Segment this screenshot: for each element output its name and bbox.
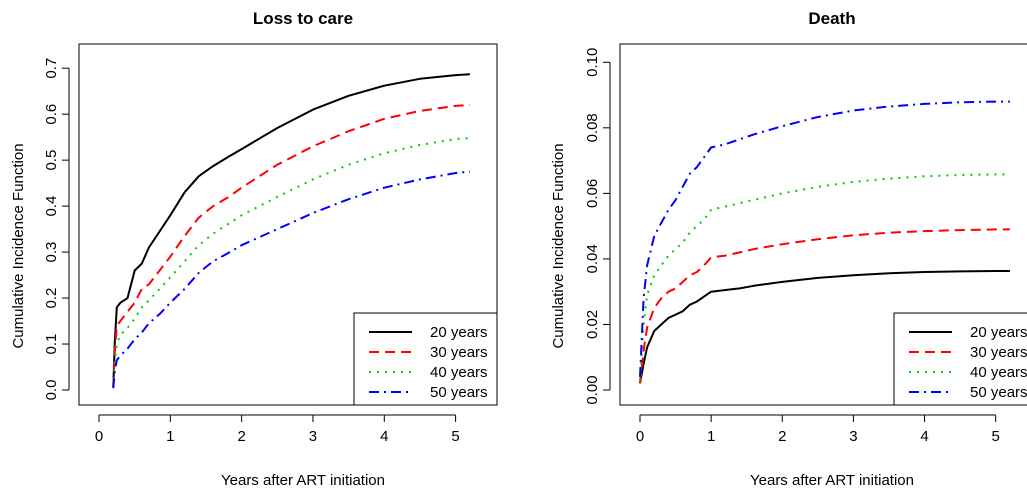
- x-axis-label: Years after ART initiation: [221, 472, 385, 489]
- y-axis-label: Cumulative Incidence Function: [10, 143, 27, 348]
- plot-frame: [78, 43, 498, 406]
- legend-box: [893, 312, 1027, 406]
- chart-death: Death Years after ART initiation Cumulat…: [550, 9, 1027, 489]
- y-tick-label: 0.6: [43, 104, 60, 125]
- y-tick-label: 0.4: [43, 196, 60, 217]
- x-tick-label: 4: [920, 428, 928, 445]
- x-tick-label: 0: [95, 428, 103, 445]
- legend-label: 30 years: [970, 344, 1027, 361]
- x-tick-label: 4: [380, 428, 388, 445]
- legend-label: 40 years: [430, 364, 488, 381]
- y-tick-label: 0.0: [43, 380, 60, 401]
- y-tick-label: 0.3: [43, 242, 60, 263]
- x-tick-label: 3: [849, 428, 857, 445]
- legend-label: 30 years: [430, 344, 488, 361]
- x-tick-label: 5: [991, 428, 999, 445]
- y-tick-label: 0.5: [43, 150, 60, 171]
- x-tick-label: 3: [309, 428, 317, 445]
- x-tick-label: 1: [707, 428, 715, 445]
- y-tick-label: 0.2: [43, 288, 60, 309]
- series-line: [639, 228, 1010, 384]
- y-axis-label: Cumulative Incidence Function: [550, 143, 567, 348]
- x-tick-label: 0: [636, 428, 644, 445]
- legend-label: 50 years: [430, 384, 488, 401]
- legend-label: 20 years: [430, 324, 488, 341]
- series-line: [639, 173, 1010, 381]
- y-tick-label: 0.08: [584, 113, 601, 142]
- y-tick-label: 0.10: [584, 48, 601, 77]
- x-tick-label: 1: [166, 428, 174, 445]
- plot-frame: [619, 43, 1027, 406]
- chart-title: Death: [808, 9, 855, 28]
- x-tick-label: 2: [778, 428, 786, 445]
- x-tick-label: 2: [237, 428, 245, 445]
- series-line: [639, 100, 1010, 377]
- x-axis-label: Years after ART initiation: [750, 472, 914, 489]
- series-line: [112, 104, 470, 388]
- series-line: [112, 73, 470, 387]
- legend-label: 20 years: [970, 324, 1027, 341]
- chart-title: Loss to care: [253, 9, 353, 28]
- y-tick-label: 0.00: [584, 375, 601, 404]
- chart-loss-to-care: Loss to care Years after ART initiation …: [10, 9, 498, 489]
- y-tick-label: 0.7: [43, 58, 60, 79]
- legend-label: 50 years: [970, 384, 1027, 401]
- legend-box: [353, 312, 498, 406]
- series-line: [112, 170, 470, 389]
- y-tick-label: 0.06: [584, 179, 601, 208]
- series-line: [639, 270, 1010, 384]
- x-tick-label: 5: [451, 428, 459, 445]
- y-tick-label: 0.1: [43, 334, 60, 355]
- legend-label: 40 years: [970, 364, 1027, 381]
- y-tick-label: 0.02: [584, 310, 601, 339]
- y-tick-label: 0.04: [584, 244, 601, 273]
